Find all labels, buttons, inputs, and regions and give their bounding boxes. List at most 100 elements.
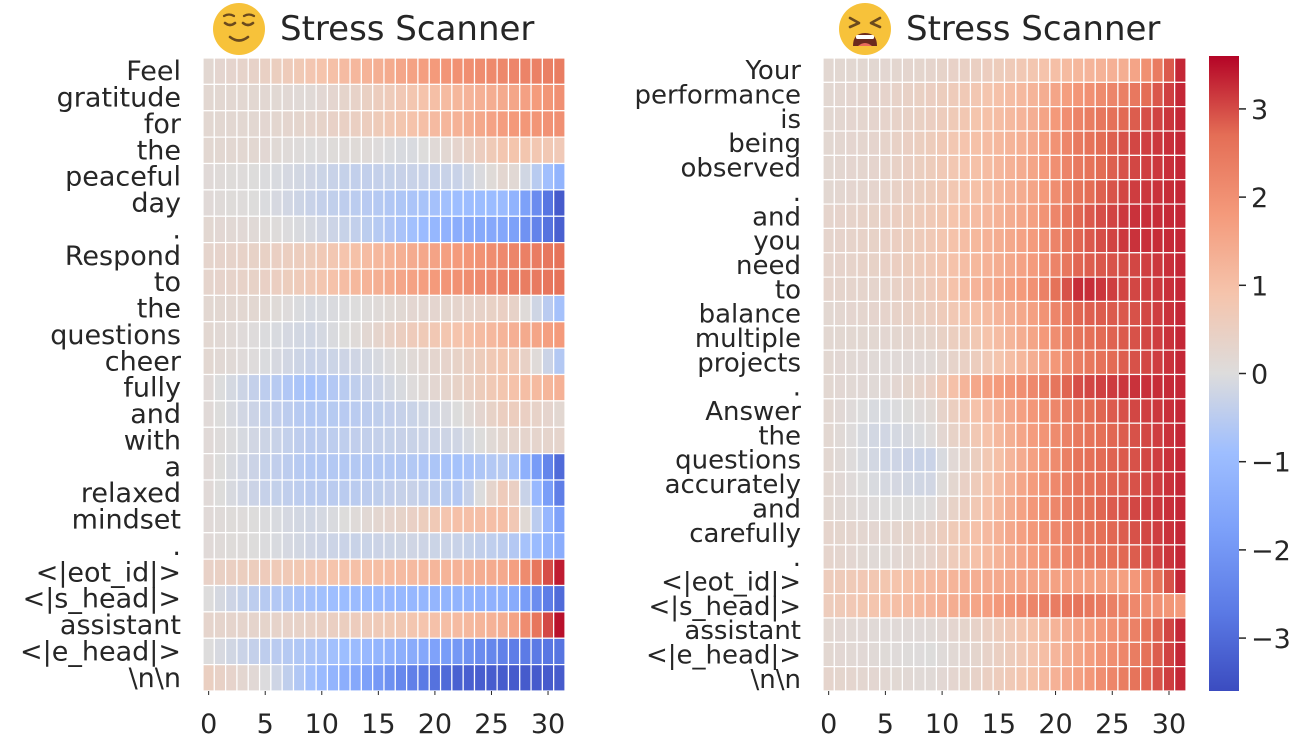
left-heatmap-cell [270,83,283,112]
left-heatmap-cell [225,57,238,85]
left-heatmap-cell [213,400,227,428]
right-heatmap-cell [890,422,903,449]
left-token-label: the [137,135,181,166]
left-heatmap-cell [406,57,419,85]
right-heatmap-cell [913,568,926,595]
left-heatmap-cell [417,321,430,349]
left-heatmap-cell [338,162,351,191]
right-x-tick-label: 5 [877,709,894,734]
right-heatmap-cell [981,666,994,692]
left-heatmap-cell [247,215,261,244]
right-heatmap-cell [1162,81,1176,108]
left-heatmap-cell [292,532,306,560]
right-heatmap-cell [879,666,892,692]
left-heatmap-cell [519,373,532,402]
right-heatmap-cell [1140,446,1153,473]
left-heatmap-cell [406,637,419,666]
right-token-label: . [793,178,801,208]
left-heatmap-cell [428,558,442,587]
left-heatmap-cell [258,400,272,428]
left-token-label: . [172,214,181,245]
left-heatmap-cell [247,532,261,560]
left-heatmap-cell [372,400,385,428]
left-heatmap-cell [485,611,498,639]
left-heatmap-cell [338,215,351,244]
left-heatmap-cell [394,664,408,692]
right-heatmap-cell [913,106,926,132]
left-heatmap-cell [541,57,555,85]
left-heatmap-cell [428,532,442,560]
left-heatmap-cell [349,373,362,402]
left-heatmap-cell [236,83,249,112]
left-heatmap-cell [473,189,487,217]
right-token-label: Your [744,56,801,86]
left-heatmap-cell [202,57,215,85]
left-heatmap-cell [383,162,396,191]
right-heatmap-cell [890,349,903,376]
left-heatmap-cell [451,110,464,138]
right-heatmap-cell [969,349,983,376]
left-heatmap-cell [202,611,215,639]
left-heatmap-cell [530,479,543,507]
left-heatmap-cell [553,637,566,666]
left-heatmap-cell [225,426,238,455]
left-heatmap-cell [326,136,340,165]
right-heatmap-cell [845,666,858,692]
left-heatmap-cell [349,57,362,85]
right-heatmap-cell [913,495,926,522]
right-heatmap-cell [913,471,926,497]
right-heatmap-cell [1174,568,1187,595]
left-heatmap-cell [530,426,543,455]
right-heatmap-cell [1117,471,1130,497]
right-heatmap-cell [845,227,858,254]
left-heatmap-cell [383,532,396,560]
left-heatmap-cell [417,505,430,534]
left-heatmap-cell [428,136,442,165]
right-heatmap-cell [1105,81,1119,108]
right-heatmap-cell [833,519,847,546]
right-heatmap-cell [935,325,949,351]
left-heatmap-cell [213,637,227,666]
right-heatmap-cell [1128,325,1142,351]
left-heatmap-cell [304,136,317,165]
right-heatmap-cell [867,593,881,619]
left-heatmap-cell [349,321,362,349]
right-heatmap-cell [1026,203,1040,230]
right-heatmap-cell [1083,568,1096,595]
right-heatmap-cell [1037,154,1051,181]
left-heatmap-cell [496,242,510,270]
left-heatmap-cell [202,110,215,138]
left-heatmap-cell [462,162,476,191]
left-heatmap-cell [360,611,374,639]
right-heatmap-cell [867,252,881,278]
left-heatmap-cell [394,189,408,217]
right-heatmap-cell [1128,422,1142,449]
right-heatmap-cell [1105,227,1119,254]
left-heatmap-cell [394,83,408,112]
right-heatmap-cell [1128,81,1142,108]
right-heatmap-cell [924,203,938,230]
right-heatmap-cell [856,422,869,449]
right-heatmap-cell [1174,300,1187,327]
right-heatmap-cell [845,57,858,83]
right-token-label: to [775,275,801,305]
left-heatmap-cell [485,321,498,349]
left-heatmap-cell [473,136,487,165]
left-heatmap-cell [349,242,362,270]
right-heatmap-cell [1026,252,1040,278]
left-heatmap-cell [541,136,555,165]
right-heatmap-cell [924,422,938,449]
right-heatmap-cell [924,593,938,619]
left-heatmap-cell [236,294,249,323]
left-heatmap-cell [553,110,566,138]
left-heatmap-cell [349,347,362,376]
right-heatmap-cell [1049,154,1062,181]
right-heatmap-cell [1003,130,1017,156]
left-heatmap-cell [360,479,374,507]
left-heatmap-cell [372,215,385,244]
right-heatmap-cell [1049,568,1062,595]
left-heatmap-cell [473,637,487,666]
right-heatmap-cell [958,617,972,643]
left-token-label: <|eot_id|> [36,557,181,588]
right-heatmap-cell [1083,130,1096,156]
